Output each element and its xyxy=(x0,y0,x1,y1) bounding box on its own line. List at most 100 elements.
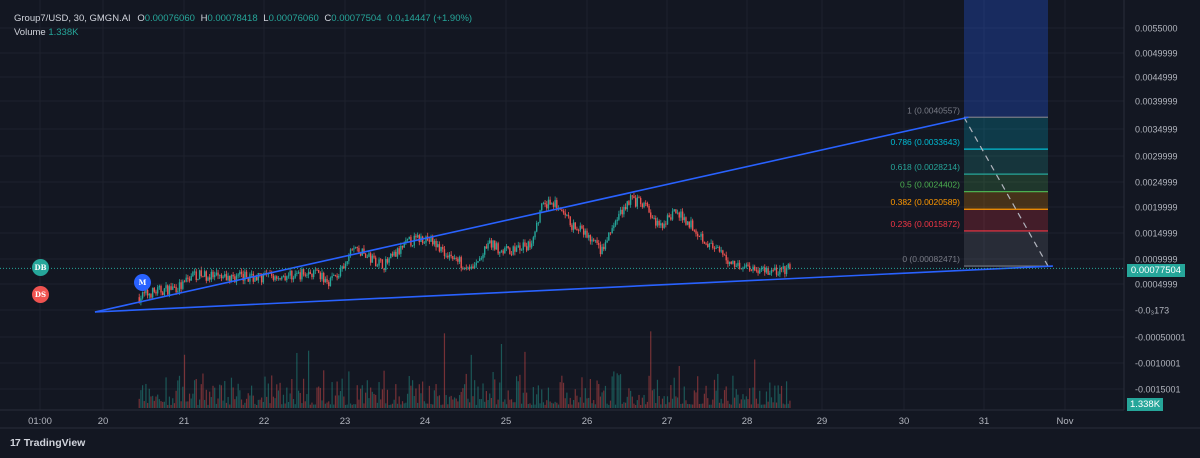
y-tick-label: 0.0014999 xyxy=(1135,229,1178,239)
volume-bar xyxy=(334,395,337,408)
candle-body xyxy=(678,212,680,218)
candle-body xyxy=(571,225,573,230)
volume-label: Volume xyxy=(14,27,46,38)
candle-body xyxy=(720,250,722,252)
volume-bar xyxy=(400,404,402,408)
symbol-legend[interactable]: Group7/USD, 30, GMGN.AI O0.00076060 H0.0… xyxy=(14,13,472,24)
candle-body xyxy=(634,198,637,207)
volume-bar xyxy=(373,393,375,408)
candle-body xyxy=(490,240,493,248)
candle-body xyxy=(582,228,585,235)
volume-bar xyxy=(490,397,493,408)
candle-body xyxy=(220,274,223,278)
candle-body xyxy=(287,275,290,277)
volume-bar xyxy=(482,383,484,408)
ds-marker[interactable]: DS xyxy=(32,286,49,303)
candle-body xyxy=(172,286,174,290)
candle-body xyxy=(587,235,590,238)
candle-body xyxy=(769,273,771,275)
tradingview-logo[interactable]: 17 TradingView xyxy=(10,437,85,449)
candle-body xyxy=(396,248,399,257)
volume-bar xyxy=(227,396,229,408)
candle-body xyxy=(245,271,248,277)
volume-bar xyxy=(484,401,486,408)
candle-body xyxy=(629,195,632,205)
candle-body xyxy=(482,254,484,259)
candle-body xyxy=(309,271,311,275)
volume-bar xyxy=(479,399,481,408)
candle-body xyxy=(197,279,199,281)
volume-bar xyxy=(787,403,789,408)
volume-bar xyxy=(284,403,286,408)
volume-bar xyxy=(633,403,635,408)
candle-body xyxy=(690,220,692,228)
volume-legend[interactable]: Volume 1.338K xyxy=(14,27,78,38)
candle-body xyxy=(723,254,726,256)
candle-body xyxy=(755,270,758,272)
volume-bar xyxy=(261,397,263,408)
m-marker[interactable]: M xyxy=(134,274,151,291)
candle-body xyxy=(301,269,303,280)
volume-bar xyxy=(608,404,610,408)
volume-bar xyxy=(371,391,373,408)
candle-body xyxy=(334,275,337,277)
volume-bar xyxy=(532,387,534,408)
volume-bar xyxy=(378,382,380,408)
volume-bar xyxy=(509,399,511,408)
volume-bar xyxy=(601,392,603,408)
volume-bar xyxy=(229,404,231,408)
volume-bar xyxy=(245,398,248,408)
volume-bar xyxy=(281,404,283,408)
volume-bar xyxy=(324,403,326,408)
volume-bar xyxy=(455,398,457,408)
volume-bar xyxy=(415,388,417,408)
volume-bar xyxy=(383,370,385,408)
candle-body xyxy=(581,225,583,229)
candle-body xyxy=(341,266,343,269)
volume-bar xyxy=(150,396,152,408)
candle-body xyxy=(292,277,295,280)
candle-body xyxy=(323,272,325,283)
candle-body xyxy=(623,206,625,215)
candle-body xyxy=(296,273,298,275)
volume-bar xyxy=(363,403,365,408)
candle-body xyxy=(291,270,293,280)
x-tick-label: 23 xyxy=(340,416,351,427)
volume-bar xyxy=(539,403,541,408)
candle-body xyxy=(671,211,674,220)
y-tick-label: 0.0029999 xyxy=(1135,152,1178,162)
candle-body xyxy=(594,240,597,242)
candle-body xyxy=(475,262,478,266)
fib-level-label: 0.786 (0.0033643) xyxy=(891,137,961,147)
candle-body xyxy=(222,276,224,278)
grid xyxy=(0,0,1124,410)
volume-bar xyxy=(640,404,642,408)
candle-body xyxy=(722,250,724,255)
volume-bar xyxy=(287,401,290,408)
volume-bar xyxy=(344,404,347,408)
candle-body xyxy=(633,196,635,199)
db-marker[interactable]: DB xyxy=(32,259,49,276)
candle-body xyxy=(193,271,196,273)
candle-body xyxy=(445,255,447,257)
candle-body xyxy=(577,230,580,231)
volume-bar xyxy=(594,404,596,408)
candle-body xyxy=(272,275,275,280)
candle-body xyxy=(452,255,454,260)
candle-body xyxy=(603,246,605,250)
candle-body xyxy=(307,271,310,275)
fib-zone xyxy=(964,191,1048,210)
volume-bar xyxy=(425,403,427,408)
trendlines[interactable] xyxy=(94,116,1053,313)
volume-bar xyxy=(148,388,150,408)
volume-bar xyxy=(405,402,407,408)
candle-body xyxy=(276,276,278,279)
fibonacci-retracement[interactable]: 1 (0.0040557) 0.786 (0.0033643) 0.618 (0.0… xyxy=(891,0,1049,267)
volume-bar xyxy=(433,390,435,408)
volume-bar xyxy=(375,394,377,408)
volume-bar xyxy=(428,385,430,408)
volume-bar xyxy=(567,404,570,408)
volume-bar xyxy=(472,396,474,408)
volume-bar xyxy=(217,398,219,408)
